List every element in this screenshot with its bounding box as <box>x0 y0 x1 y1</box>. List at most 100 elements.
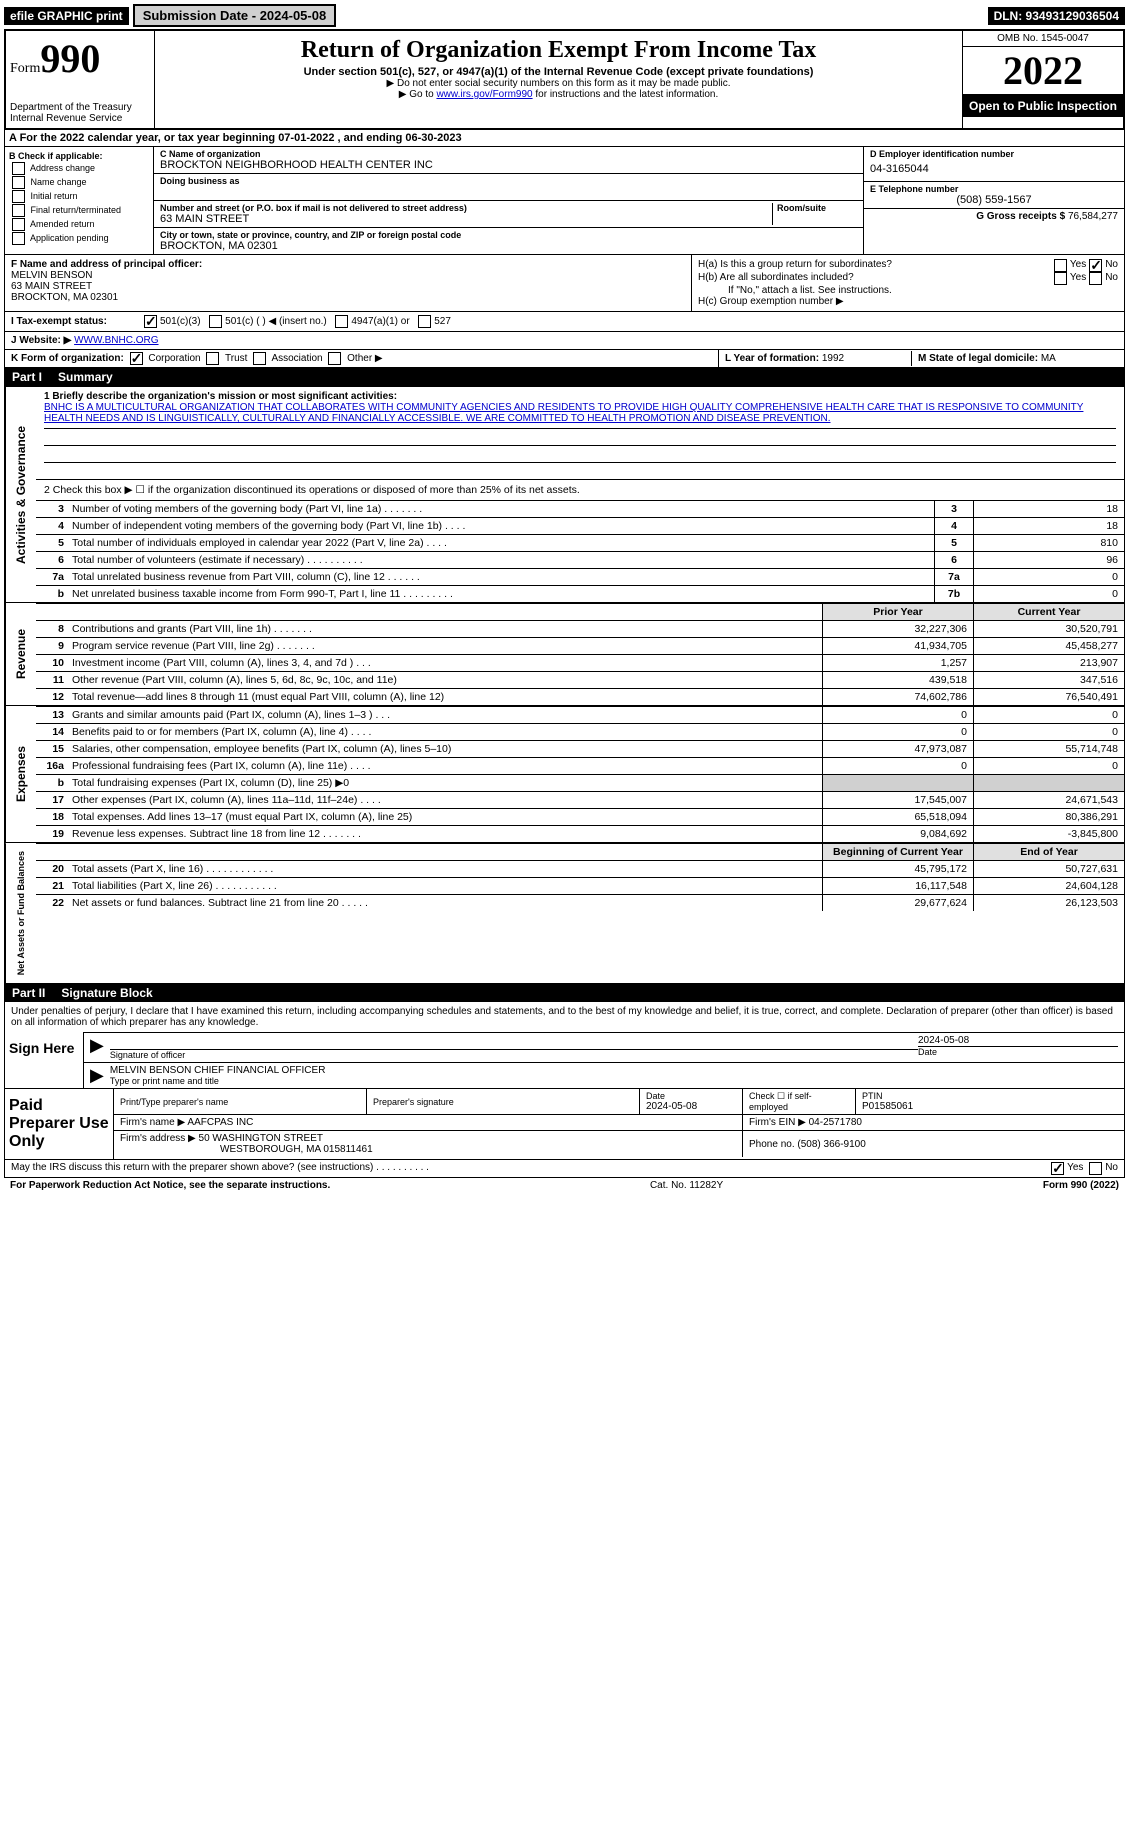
paid-preparer: Paid Preparer Use Only Print/Type prepar… <box>4 1089 1125 1160</box>
side-netassets: Net Assets or Fund Balances <box>5 843 36 983</box>
year-formation: 1992 <box>822 353 844 364</box>
table-row: 17Other expenses (Part IX, column (A), l… <box>36 792 1124 809</box>
state-domicile: MA <box>1041 353 1056 364</box>
org-name: BROCKTON NEIGHBORHOOD HEALTH CENTER INC <box>160 159 857 171</box>
part1-revenue: Revenue Prior YearCurrent Year8Contribut… <box>4 603 1125 706</box>
efile-label: efile GRAPHIC print <box>4 7 129 25</box>
check-4947[interactable] <box>335 315 348 328</box>
ha-yes[interactable] <box>1054 259 1067 272</box>
table-row: 19Revenue less expenses. Subtract line 1… <box>36 826 1124 843</box>
check-final[interactable]: Final return/terminated <box>9 204 149 217</box>
netassets-table: Beginning of Current YearEnd of Year20To… <box>36 843 1124 911</box>
paid-preparer-label: Paid Preparer Use Only <box>5 1089 114 1159</box>
hb-no[interactable] <box>1089 272 1102 285</box>
firm-phone: (508) 366-9100 <box>797 1139 865 1150</box>
sign-here-label: Sign Here <box>5 1032 84 1088</box>
table-row: 21Total liabilities (Part X, line 26) . … <box>36 878 1124 895</box>
form-header: Form990 Department of the Treasury Inter… <box>4 29 1125 130</box>
table-row: 12Total revenue—add lines 8 through 11 (… <box>36 689 1124 706</box>
expenses-table: 13Grants and similar amounts paid (Part … <box>36 706 1124 842</box>
section-b: B Check if applicable: Address change Na… <box>5 147 154 254</box>
sections-fh: F Name and address of principal officer:… <box>4 255 1125 312</box>
ein: 04-3165044 <box>870 159 1118 179</box>
sections-klm: K Form of organization: Corporation Trus… <box>4 350 1125 368</box>
check-assoc[interactable] <box>253 352 266 365</box>
table-row: 4Number of independent voting members of… <box>36 518 1124 535</box>
ptin: P01585061 <box>862 1101 1118 1112</box>
check-501c3[interactable] <box>144 315 157 328</box>
signature-block: Under penalties of perjury, I declare th… <box>4 1002 1125 1089</box>
table-row: 7aTotal unrelated business revenue from … <box>36 569 1124 586</box>
note-link: ▶ Go to www.irs.gov/Form990 for instruct… <box>163 89 954 100</box>
signature-arrow-icon: ▶ <box>90 1035 104 1060</box>
irs-label: Internal Revenue Service <box>10 113 150 124</box>
discuss-yes[interactable] <box>1051 1162 1064 1175</box>
part1-governance: Activities & Governance 1 Briefly descri… <box>4 386 1125 603</box>
firm-ein: 04-2571780 <box>809 1117 862 1128</box>
side-revenue: Revenue <box>5 603 36 705</box>
hb-yes[interactable] <box>1054 272 1067 285</box>
section-c: C Name of organization BROCKTON NEIGHBOR… <box>154 147 863 254</box>
revenue-table: Prior YearCurrent Year8Contributions and… <box>36 603 1124 705</box>
check-pending[interactable]: Application pending <box>9 232 149 245</box>
note-ssn: ▶ Do not enter social security numbers o… <box>163 78 954 89</box>
section-f: F Name and address of principal officer:… <box>5 255 692 311</box>
check-initial[interactable]: Initial return <box>9 190 149 203</box>
sections-deg: D Employer identification number 04-3165… <box>863 147 1124 254</box>
table-row: 10Investment income (Part VIII, column (… <box>36 655 1124 672</box>
table-row: 22Net assets or fund balances. Subtract … <box>36 895 1124 912</box>
table-row: 8Contributions and grants (Part VIII, li… <box>36 621 1124 638</box>
tax-year: 2022 <box>963 47 1123 95</box>
table-row: 18Total expenses. Add lines 13–17 (must … <box>36 809 1124 826</box>
org-city: BROCKTON, MA 02301 <box>160 240 857 252</box>
check-name[interactable]: Name change <box>9 176 149 189</box>
check-527[interactable] <box>418 315 431 328</box>
sig-date: 2024-05-08 <box>918 1035 1118 1047</box>
omb-number: OMB No. 1545-0047 <box>963 31 1123 47</box>
table-row: 20Total assets (Part X, line 16) . . . .… <box>36 861 1124 878</box>
discuss-no[interactable] <box>1089 1162 1102 1175</box>
side-expenses: Expenses <box>5 706 36 842</box>
section-i: I Tax-exempt status: 501(c)(3) 501(c) ( … <box>4 312 1125 332</box>
line2: 2 Check this box ▶ ☐ if the organization… <box>36 480 1124 500</box>
website-link[interactable]: WWW.BNHC.ORG <box>74 335 158 346</box>
part1-expenses: Expenses 13Grants and similar amounts pa… <box>4 706 1125 843</box>
table-row: 5Total number of individuals employed in… <box>36 535 1124 552</box>
part1-netassets: Net Assets or Fund Balances Beginning of… <box>4 843 1125 984</box>
table-row: 3Number of voting members of the governi… <box>36 501 1124 518</box>
side-governance: Activities & Governance <box>5 387 36 602</box>
part2-header: Part II Signature Block <box>4 984 1125 1002</box>
table-row: 6Total number of volunteers (estimate if… <box>36 552 1124 569</box>
gross-receipts: 76,584,277 <box>1068 211 1118 222</box>
table-row: bNet unrelated business taxable income f… <box>36 586 1124 603</box>
check-501c[interactable] <box>209 315 222 328</box>
irs-link[interactable]: www.irs.gov/Form990 <box>436 89 532 100</box>
table-row: bTotal fundraising expenses (Part IX, co… <box>36 775 1124 792</box>
penalties-text: Under penalties of perjury, I declare th… <box>5 1002 1124 1032</box>
discuss-row: May the IRS discuss this return with the… <box>4 1160 1125 1178</box>
sections-bcde: B Check if applicable: Address change Na… <box>4 147 1125 255</box>
section-j: J Website: ▶ WWW.BNHC.ORG <box>4 332 1125 350</box>
governance-table: 3Number of voting members of the governi… <box>36 500 1124 602</box>
mission-text[interactable]: BNHC IS A MULTICULTURAL ORGANIZATION THA… <box>44 402 1083 424</box>
form-title: Return of Organization Exempt From Incom… <box>163 37 954 64</box>
signature-arrow-icon: ▶ <box>90 1065 104 1086</box>
table-row: 13Grants and similar amounts paid (Part … <box>36 707 1124 724</box>
form-label: Form <box>10 61 40 76</box>
officer-name: MELVIN BENSON <box>11 270 685 281</box>
check-other[interactable] <box>328 352 341 365</box>
firm-address: 50 WASHINGTON STREET <box>199 1133 323 1144</box>
check-address[interactable]: Address change <box>9 162 149 175</box>
ha-no[interactable] <box>1089 259 1102 272</box>
section-a: A For the 2022 calendar year, or tax yea… <box>4 130 1125 147</box>
table-row: 11Other revenue (Part VIII, column (A), … <box>36 672 1124 689</box>
dln: DLN: 93493129036504 <box>988 7 1125 25</box>
inspection-label: Open to Public Inspection <box>963 95 1123 117</box>
section-h: H(a) Is this a group return for subordin… <box>692 255 1124 311</box>
part1-header: Part I Summary <box>4 368 1125 386</box>
check-amended[interactable]: Amended return <box>9 218 149 231</box>
check-corp[interactable] <box>130 352 143 365</box>
form-number: 990 <box>40 36 100 81</box>
telephone: (508) 559-1567 <box>870 194 1118 206</box>
check-trust[interactable] <box>206 352 219 365</box>
